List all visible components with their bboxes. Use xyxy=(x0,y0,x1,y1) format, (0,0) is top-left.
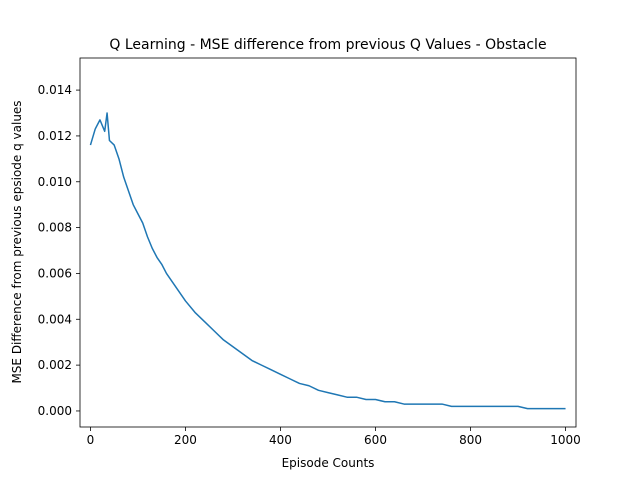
y-tick-label: 0.012 xyxy=(38,129,72,143)
y-tick-label: 0.008 xyxy=(38,221,72,235)
y-axis-label: MSE Difference from previous epsiode q v… xyxy=(10,100,24,383)
mse-series-line xyxy=(89,112,566,410)
y-axis: 0.000 0.002 0.004 0.006 0.008 0.010 0.012 0.014 xyxy=(38,83,80,418)
x-tick-label: 200 xyxy=(174,433,197,447)
x-tick-label: 400 xyxy=(269,433,292,447)
y-tick-label: 0.000 xyxy=(38,404,72,418)
x-tick-label: 800 xyxy=(459,433,482,447)
y-tick-label: 0.010 xyxy=(38,175,72,189)
y-tick-label: 0.014 xyxy=(38,83,72,97)
x-tick-label: 600 xyxy=(364,433,387,447)
x-axis: 0 200 400 600 800 1000 xyxy=(87,427,581,447)
x-axis-label: Episode Counts xyxy=(282,456,375,470)
chart-title: Q Learning - MSE difference from previou… xyxy=(109,37,546,53)
plot-area xyxy=(89,112,566,410)
axes-frame xyxy=(79,57,577,428)
x-tick-label: 0 xyxy=(87,433,95,447)
x-tick-label: 1000 xyxy=(550,433,581,447)
y-tick-label: 0.002 xyxy=(38,358,72,372)
y-tick-label: 0.004 xyxy=(38,312,72,326)
y-tick-label: 0.006 xyxy=(38,266,72,280)
